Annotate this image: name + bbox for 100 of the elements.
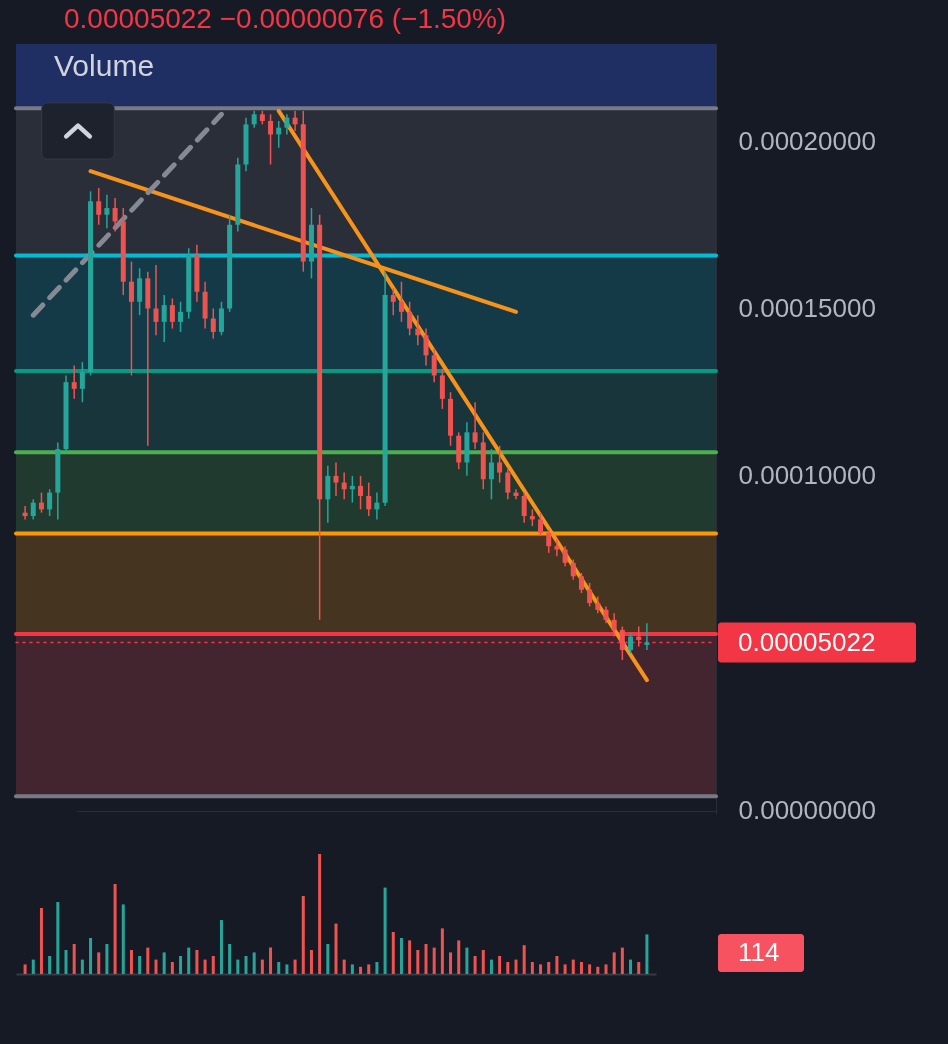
bar [146, 947, 150, 974]
candlestick [38, 491, 44, 514]
bar [154, 959, 158, 974]
bar [350, 964, 354, 974]
candlestick [366, 481, 372, 517]
candlestick [128, 260, 134, 377]
bar [105, 944, 109, 974]
candlestick [178, 301, 184, 333]
candlestick [407, 301, 413, 337]
bar [269, 947, 273, 974]
bar [39, 908, 43, 974]
candlestick [153, 264, 159, 337]
bar [293, 959, 297, 974]
bar [72, 944, 76, 974]
bar [449, 952, 453, 974]
bar [416, 950, 420, 974]
bar [620, 947, 624, 974]
candlestick [562, 545, 568, 568]
bar [203, 959, 207, 974]
bar [219, 920, 223, 974]
candlestick [325, 465, 331, 524]
candlestick [570, 558, 576, 581]
bar [326, 944, 330, 974]
bar [539, 964, 543, 974]
bar [547, 962, 551, 974]
bar [211, 956, 215, 974]
bar [465, 947, 469, 974]
candlestick [358, 475, 364, 511]
bar [342, 959, 346, 974]
candlestick [71, 364, 77, 400]
bar [80, 959, 84, 974]
bar [97, 952, 101, 974]
bar [23, 964, 27, 974]
candlestick [292, 110, 298, 132]
bar [530, 962, 534, 974]
bar [432, 947, 436, 974]
candlestick [439, 367, 445, 410]
bar [260, 959, 264, 974]
bar [244, 956, 248, 974]
bar [64, 950, 68, 974]
candlestick [554, 538, 560, 557]
bar [179, 956, 183, 974]
bar [121, 904, 125, 974]
candlestick [268, 113, 274, 166]
y-tick-label: 0.00015000 [738, 292, 876, 323]
bar [473, 956, 477, 974]
bar [187, 947, 191, 974]
chart-title: 0.00005022 −0.00000076 (−1.50%) [64, 3, 507, 34]
candlestick [521, 491, 527, 524]
candlestick [284, 113, 290, 136]
bar [236, 959, 240, 974]
bar [113, 884, 117, 974]
bar [309, 950, 313, 974]
bar [440, 928, 444, 974]
bar [285, 964, 289, 974]
y-tick-label: 0.00020000 [738, 125, 876, 156]
bar [506, 962, 510, 974]
candlestick [161, 294, 167, 343]
bar [359, 966, 363, 974]
candlestick [611, 612, 617, 638]
bar [89, 938, 93, 974]
bar [399, 938, 403, 974]
bar [334, 923, 338, 974]
bar [596, 966, 600, 974]
candlestick [137, 267, 143, 316]
candlestick [333, 461, 339, 497]
bar [383, 887, 387, 974]
candlestick [619, 625, 625, 661]
bar [195, 950, 199, 974]
bar [629, 959, 633, 974]
candlestick [341, 471, 347, 501]
candlestick [431, 347, 437, 383]
candlestick [538, 511, 544, 537]
bar [498, 956, 502, 974]
bar [228, 944, 232, 974]
y-tick-label: 0.00010000 [738, 460, 876, 491]
candlestick [374, 491, 380, 521]
bar [31, 959, 35, 974]
annotation: Volume [54, 49, 155, 82]
bar [424, 944, 428, 974]
bar [514, 959, 518, 974]
candlestick [488, 448, 494, 501]
bar [571, 959, 575, 974]
candlestick [587, 582, 593, 608]
bar [645, 934, 649, 974]
bar [56, 902, 60, 974]
bar [252, 952, 256, 974]
candlestick [415, 314, 421, 347]
candlestick [497, 444, 503, 484]
bar [301, 896, 305, 974]
candlestick [96, 187, 102, 226]
bar [170, 962, 174, 974]
text: 114 [738, 937, 780, 967]
ref-line-label: 0.00005022 [738, 626, 876, 657]
candlestick [423, 327, 429, 367]
candlestick [104, 193, 110, 229]
bar [408, 940, 412, 974]
bar [277, 962, 281, 974]
candlestick [218, 301, 224, 337]
bar [522, 945, 526, 974]
